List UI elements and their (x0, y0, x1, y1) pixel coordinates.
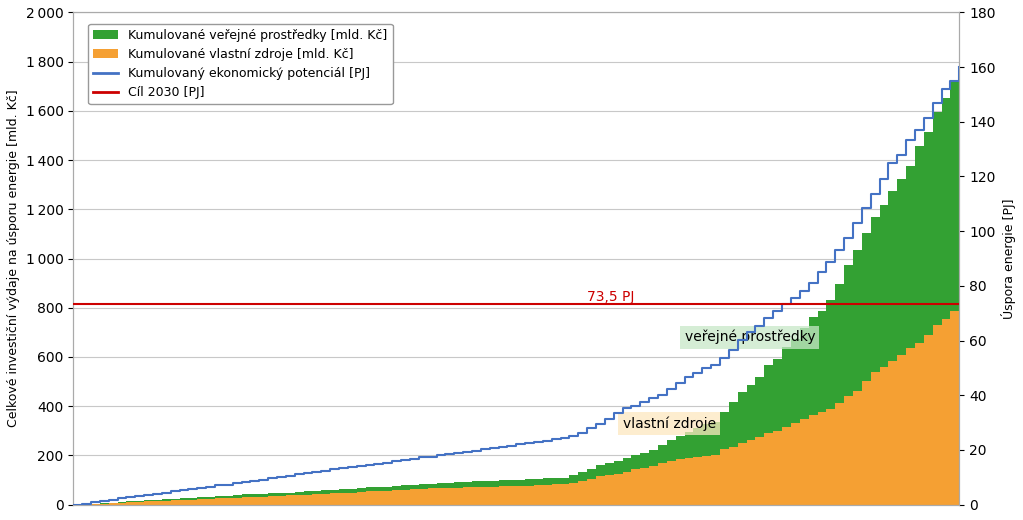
Legend: Kumulované veřejné prostředky [mld. Kč], Kumulované vlastní zdroje [mld. Kč], Ku: Kumulované veřejné prostředky [mld. Kč],… (88, 23, 393, 105)
Text: vlastní zdroje: vlastní zdroje (623, 416, 716, 431)
Text: veřejné prostředky: veřejné prostředky (684, 330, 815, 344)
Y-axis label: Úspora energie [PJ]: Úspora energie [PJ] (1002, 198, 1016, 319)
Text: 73,5 PJ: 73,5 PJ (587, 290, 634, 304)
Y-axis label: Celkové investiční výdaje na úsporu energie [mld. Kč]: Celkové investiční výdaje na úsporu ener… (7, 89, 19, 427)
